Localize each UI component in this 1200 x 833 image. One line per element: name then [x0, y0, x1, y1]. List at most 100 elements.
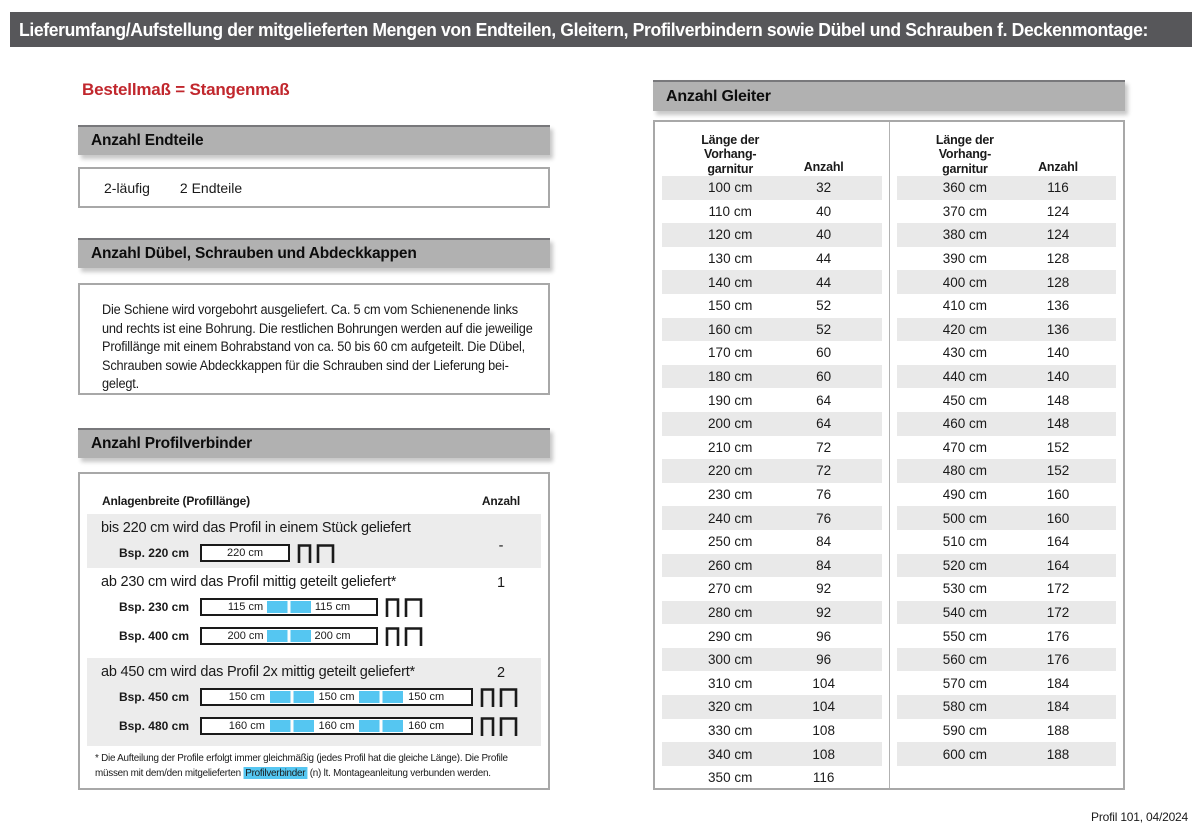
gleiter-row: 260 cm 84	[662, 553, 882, 578]
gleiter-anzahl-cell: 108	[812, 746, 835, 762]
section-heading-endteile: Anzahl Endteile	[78, 125, 550, 155]
gleiter-length-cell: 450 cm	[942, 392, 988, 408]
gleiter-row: 540 cm 172	[897, 600, 1116, 625]
profile-diagram: Bsp. 450 cm 150 cm 150 cm 150 cm	[87, 682, 541, 711]
gleiter-anzahl-cell: 124	[1046, 203, 1070, 219]
gleiter-length-cell: 500 cm	[942, 510, 988, 526]
gleiter-length-cell: 330 cm	[708, 722, 753, 738]
gleiter-length-cell: 260 cm	[708, 557, 753, 573]
gleiter-anzahl-cell: 176	[1046, 628, 1070, 644]
profile-bar: 220 cm	[200, 543, 290, 562]
profilverbinder-row-anzahl: -	[498, 538, 504, 554]
gleiter-row: 120 cm 40	[662, 223, 882, 247]
gleiter-row: 430 cm 140	[897, 341, 1116, 365]
gleiter-length-cell: 470 cm	[942, 439, 988, 455]
gleiter-anzahl-cell: 96	[816, 628, 832, 644]
profilverbinder-row-text: ab 450 cm wird das Profil 2x mittig gete…	[101, 664, 415, 680]
profile-connector	[267, 600, 311, 613]
gleiter-anzahl-cell: 52	[816, 298, 832, 314]
gleiter-row: 290 cm 96	[662, 624, 882, 648]
gleiter-row: 340 cm 108	[662, 742, 882, 766]
gleiter-rows-left: 100 cm 32 110 cm 40 120 cm 40 130 cm 44 140 cm 44…	[662, 176, 882, 789]
section-heading-profilverbinder: Anzahl Profilverbinder	[78, 428, 550, 458]
gleiter-row: 600 cm 188	[897, 742, 1116, 766]
gleiter-anzahl-cell: 152	[1046, 463, 1070, 479]
profile-segment-label: 160 cm	[318, 719, 355, 732]
gleiter-header-left: Länge der Vorhang- garnitur Anzahl	[662, 128, 882, 176]
gleiter-length-cell: 200 cm	[708, 416, 753, 432]
gleiter-length-cell: 150 cm	[708, 298, 753, 314]
section-heading-gleiter-label: Anzahl Gleiter	[666, 87, 771, 105]
gleiter-row: 180 cm 60	[662, 364, 882, 389]
profile-diagram: Bsp. 480 cm 160 cm 160 cm 160 cm	[87, 711, 541, 740]
gleiter-length-cell: 290 cm	[708, 628, 753, 644]
gleiter-row: 350 cm 116	[662, 766, 882, 790]
profile-segment-label: 160 cm	[408, 719, 445, 732]
profile-segment-label: 220 cm	[226, 546, 264, 559]
profile-segment-label: 150 cm	[408, 690, 445, 703]
gleiter-header-length: Länge der Vorhang- garnitur	[935, 132, 994, 176]
gleiter-anzahl-cell: 128	[1046, 251, 1070, 267]
gleiter-row: 550 cm 176	[897, 624, 1116, 648]
gleiter-anzahl-cell: 52	[816, 321, 832, 337]
gleiter-row: 410 cm 136	[897, 294, 1116, 318]
profilverbinder-row-text: bis 220 cm wird das Profil in einem Stüc…	[101, 520, 411, 536]
footnote-line2: müssen mit dem/den mitgelieferten Profil…	[95, 766, 561, 781]
gleiter-anzahl-cell: 96	[816, 652, 832, 668]
gleiter-row: 380 cm 124	[897, 223, 1116, 247]
gleiter-anzahl-cell: 72	[816, 463, 832, 479]
gleiter-anzahl-cell: 188	[1046, 722, 1070, 738]
gleiter-anzahl-cell: 64	[816, 392, 832, 408]
gleiter-row: 510 cm 164	[897, 530, 1116, 554]
profile-connector	[269, 719, 314, 732]
gleiter-length-cell: 510 cm	[942, 534, 988, 550]
gleiter-rows-right: 360 cm 116 370 cm 124 380 cm 124 390 cm 128 400 …	[897, 176, 1116, 766]
gleiter-row: 300 cm 96	[662, 647, 882, 672]
gleiter-row: 590 cm 188	[897, 719, 1116, 743]
gleiter-anzahl-cell: 184	[1046, 675, 1070, 691]
gleiter-length-cell: 430 cm	[942, 345, 988, 361]
section-heading-duebel: Anzahl Dübel, Schrauben und Abdeckkappen	[78, 238, 550, 268]
gleiter-row: 200 cm 64	[662, 411, 882, 436]
gleiter-row: 210 cm 72	[662, 436, 882, 460]
gleiter-row: 250 cm 84	[662, 530, 882, 554]
gleiter-length-cell: 140 cm	[708, 274, 753, 290]
profile-bar: 200 cm 200 cm	[200, 626, 378, 645]
profile-diagram: Bsp. 400 cm 200 cm 200 cm	[87, 621, 541, 650]
gleiter-length-cell: 280 cm	[708, 604, 753, 620]
gleiter-anzahl-cell: 76	[816, 510, 832, 526]
footnote-line2-after: (n) lt. Montageanleitung verbunden werde…	[307, 767, 491, 779]
gleiter-row: 270 cm 92	[662, 577, 882, 601]
gleiter-length-cell: 310 cm	[708, 675, 753, 691]
profilverbinder-row-text: ab 230 cm wird das Profil mittig geteilt…	[101, 574, 397, 590]
profilverbinder-col-header-right: Anzahl	[481, 494, 521, 508]
gleiter-row: 530 cm 172	[897, 577, 1116, 601]
gleiter-anzahl-cell: 148	[1046, 416, 1070, 432]
gleiter-length-cell: 460 cm	[942, 416, 988, 432]
gleiter-anzahl-cell: 184	[1046, 699, 1070, 715]
gleiter-length-cell: 400 cm	[942, 274, 988, 290]
gleiter-row: 450 cm 148	[897, 388, 1116, 412]
gleiter-length-cell: 540 cm	[942, 604, 988, 620]
profilverbinder-row: bis 220 cm wird das Profil in einem Stüc…	[87, 514, 541, 568]
gleiter-row: 130 cm 44	[662, 247, 882, 271]
gleiter-length-cell: 340 cm	[708, 746, 753, 762]
gleiter-length-cell: 100 cm	[708, 180, 753, 196]
gleiter-anzahl-cell: 176	[1046, 652, 1070, 668]
gleiter-anzahl-cell: 40	[816, 227, 832, 243]
gleiter-row: 560 cm 176	[897, 647, 1116, 672]
gleiter-length-cell: 170 cm	[708, 345, 753, 361]
gleiter-anzahl-cell: 44	[816, 274, 832, 290]
gleiter-row: 470 cm 152	[897, 436, 1116, 460]
duebel-text: Die Schiene wird vorgebohrt ausgeliefert…	[102, 302, 533, 392]
profile-example-label: Bsp. 450 cm	[118, 689, 189, 704]
gleiter-anzahl-cell: 92	[816, 604, 832, 620]
gleiter-anzahl-cell: 188	[1046, 746, 1070, 762]
gleiter-anzahl-cell: 116	[1047, 180, 1069, 196]
gleiter-length-cell: 380 cm	[942, 227, 988, 243]
profile-connector	[359, 690, 404, 703]
gleiter-length-cell: 600 cm	[942, 746, 988, 762]
profile-end-cross-section-icon	[297, 543, 335, 563]
gleiter-length-cell: 410 cm	[942, 298, 988, 314]
